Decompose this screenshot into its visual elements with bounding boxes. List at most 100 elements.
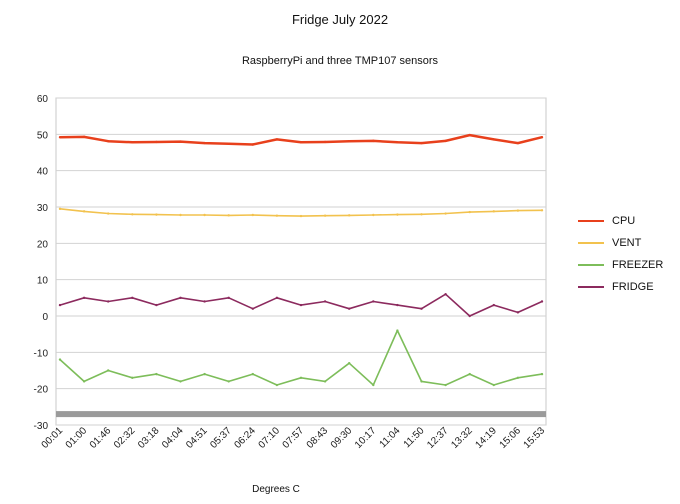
data-point-cpu — [82, 135, 86, 139]
data-point-freezer — [372, 383, 375, 387]
x-tick-label: 15:06 — [498, 425, 524, 451]
data-point-fridge — [492, 303, 495, 307]
y-tick-label: -20 — [34, 385, 49, 396]
legend-item-vent: VENT — [578, 232, 663, 254]
data-point-freezer — [299, 376, 303, 379]
data-point-fridge — [155, 303, 158, 307]
data-point-cpu — [107, 140, 110, 143]
data-point-cpu — [540, 136, 544, 139]
data-point-fridge — [540, 300, 544, 303]
legend-swatch — [578, 220, 604, 222]
data-point-freezer — [251, 372, 254, 376]
data-point-freezer — [227, 380, 230, 383]
y-tick-label: 40 — [37, 167, 49, 178]
data-point-fridge — [348, 307, 351, 310]
data-point-vent — [203, 213, 206, 217]
data-point-vent — [540, 209, 544, 212]
data-point-freezer — [468, 372, 471, 376]
data-point-vent — [516, 209, 520, 212]
y-tick-label: 30 — [37, 203, 49, 214]
x-axis-label: Degrees C — [252, 484, 300, 495]
y-tick-label: 20 — [37, 239, 49, 250]
data-point-fridge — [323, 300, 327, 303]
legend-item-cpu: CPU — [578, 210, 663, 232]
y-tick-label: 50 — [37, 130, 49, 141]
data-point-vent — [227, 214, 230, 217]
data-point-fridge — [107, 300, 110, 303]
y-tick-labels: -30 -20 -10 0 10 20 30 40 50 60 — [34, 94, 49, 432]
data-point-fridge — [251, 307, 254, 310]
chart-subtitle: RaspberryPi and three TMP107 sensors — [241, 55, 439, 67]
data-point-fridge — [203, 300, 206, 303]
y-tick-label: 60 — [37, 94, 49, 105]
data-point-vent — [396, 213, 399, 216]
y-tick-label: 10 — [37, 276, 49, 287]
x-tick-label: 02:32 — [112, 425, 138, 451]
x-tick-label: 03:18 — [136, 425, 162, 451]
data-point-vent — [251, 213, 254, 217]
data-point-fridge — [468, 314, 471, 318]
data-point-cpu — [372, 139, 375, 143]
data-point-cpu — [179, 140, 182, 143]
data-point-fridge — [420, 307, 423, 310]
data-point-vent — [492, 210, 495, 213]
legend-label: FRIDGE — [612, 281, 654, 293]
legend-swatch — [578, 286, 604, 288]
data-point-freezer — [323, 380, 327, 383]
data-point-vent — [372, 213, 375, 217]
data-point-vent — [179, 213, 182, 217]
legend-label: CPU — [612, 215, 636, 227]
data-point-freezer — [131, 376, 134, 379]
data-point-cpu — [131, 141, 134, 144]
data-point-vent — [420, 213, 423, 216]
data-point-vent — [323, 214, 327, 217]
data-point-freezer — [348, 362, 351, 365]
data-point-vent — [82, 210, 86, 213]
data-point-cpu — [251, 143, 254, 146]
data-point-vent — [444, 212, 447, 215]
legend-item-fridge: FRIDGE — [578, 276, 663, 298]
data-point-fridge — [275, 296, 279, 300]
data-point-freezer — [179, 380, 182, 383]
x-tick-label: 12:37 — [425, 425, 451, 451]
x-tick-label: 15:53 — [522, 425, 548, 451]
data-point-freezer — [155, 372, 158, 376]
data-point-vent — [299, 214, 303, 218]
data-point-vent — [58, 207, 62, 211]
data-point-vent — [131, 213, 134, 216]
data-point-cpu — [444, 139, 447, 143]
data-point-vent — [348, 214, 351, 217]
x-tick-labels: 00:0101:0001:4602:3203:1804:0404:5105:37… — [40, 425, 548, 451]
data-point-fridge — [227, 296, 230, 300]
x-tick-label: 14:19 — [473, 425, 499, 451]
x-tick-label: 04:51 — [184, 425, 210, 451]
data-point-fridge — [396, 303, 399, 307]
data-point-cpu — [468, 133, 471, 137]
legend: CPU VENT FREEZER FRIDGE — [578, 210, 663, 298]
reference-band — [56, 411, 546, 418]
series-lines — [56, 133, 546, 418]
x-tick-label: 05:37 — [208, 425, 234, 451]
data-point-freezer — [107, 369, 110, 372]
legend-label: VENT — [612, 237, 642, 249]
y-tick-label: -10 — [34, 348, 49, 359]
data-point-freezer — [203, 372, 206, 376]
data-point-cpu — [323, 140, 327, 144]
data-point-fridge — [58, 303, 62, 307]
x-tick-label: 11:04 — [378, 425, 403, 450]
data-point-freezer — [540, 372, 544, 376]
x-tick-label: 01:00 — [64, 425, 90, 451]
x-tick-label: 08:43 — [305, 425, 331, 451]
data-point-cpu — [348, 140, 351, 143]
data-point-fridge — [179, 296, 182, 300]
data-point-freezer — [82, 380, 86, 383]
plot-area — [55, 97, 547, 426]
chart-title: Fridge July 2022 — [291, 12, 389, 27]
data-point-freezer — [420, 380, 423, 383]
legend-label: FREEZER — [612, 259, 664, 271]
data-point-cpu — [299, 141, 303, 144]
data-point-cpu — [492, 138, 495, 141]
legend-swatch — [578, 264, 604, 266]
